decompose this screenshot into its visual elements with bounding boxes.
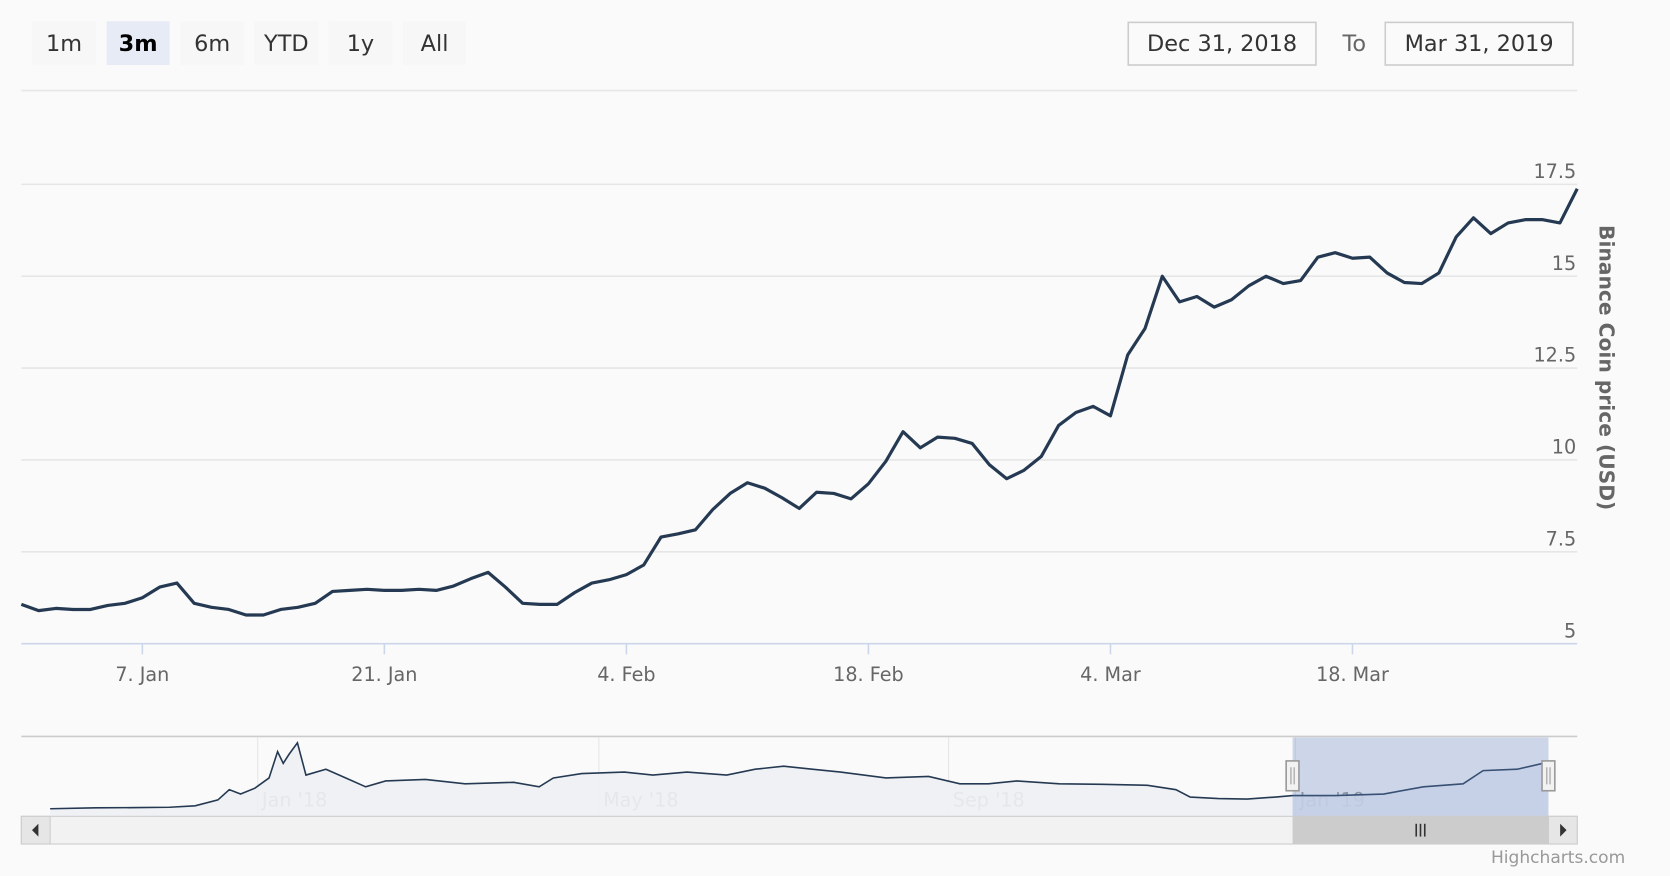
- x-tick-label: 4. Mar: [1080, 663, 1141, 686]
- range-button-label: 3m: [119, 31, 158, 57]
- y-axis-title: Binance Coin price (USD): [1595, 225, 1619, 510]
- y-tick-label: 7.5: [1546, 527, 1577, 550]
- range-button-label: 6m: [194, 31, 230, 57]
- arrow-left-icon: [31, 823, 39, 837]
- range-button-all[interactable]: All: [403, 21, 467, 66]
- y-tick-label: 12.5: [1533, 344, 1576, 367]
- range-button-6m[interactable]: 6m: [180, 21, 245, 66]
- range-button-ytd[interactable]: YTD: [253, 21, 319, 66]
- y-tick-label: 10: [1552, 436, 1576, 459]
- y-tick-label: 15: [1552, 252, 1576, 275]
- x-tick-label: 18. Mar: [1316, 663, 1389, 686]
- y-tick-label: 5: [1564, 619, 1576, 642]
- range-button-1m[interactable]: 1m: [31, 21, 96, 66]
- x-axis: 7. Jan 21. Jan 4. Feb 18. Feb 4. Mar 18. Mar: [115, 643, 1389, 686]
- x-tick-label: 18. Feb: [833, 663, 904, 686]
- from-date-value: Dec 31, 2018: [1147, 31, 1297, 57]
- navigator-selected-range[interactable]: [1292, 737, 1549, 817]
- scrollbar[interactable]: [20, 815, 1578, 845]
- range-button-label: 1m: [46, 31, 82, 57]
- scrollbar-thumb[interactable]: [1292, 816, 1549, 845]
- y-tick-label: 17.5: [1533, 160, 1576, 183]
- navigator-handle-left[interactable]: [1285, 760, 1300, 792]
- scroll-left-button[interactable]: [20, 815, 51, 845]
- range-button-3m[interactable]: 3m: [106, 21, 170, 66]
- range-button-label: YTD: [263, 31, 309, 57]
- x-tick-label: 7. Jan: [115, 663, 169, 686]
- range-selector: 1m 3m 6m YTD 1y All: [31, 21, 467, 66]
- arrow-right-icon: [1560, 823, 1567, 837]
- navigator-line: [50, 740, 1549, 810]
- x-tick-label: 4. Feb: [597, 663, 655, 686]
- to-date-input[interactable]: Mar 31, 2019: [1384, 21, 1574, 66]
- range-button-label: All: [421, 31, 449, 57]
- price-line: [20, 188, 1579, 617]
- to-label: To: [1342, 31, 1367, 57]
- navigator: Jan '18May '18Sep '18Jan '19: [21, 735, 1578, 817]
- navigator-handle-right[interactable]: [1541, 760, 1556, 792]
- y-axis: 5 7.5 10 12.5 15 17.5: [1533, 160, 1576, 642]
- credits-link[interactable]: Highcharts.com: [1491, 848, 1625, 868]
- scroll-right-button[interactable]: [1547, 815, 1578, 845]
- navigator-area: [50, 742, 1549, 817]
- range-button-1y[interactable]: 1y: [328, 21, 393, 66]
- x-tick-label: 21. Jan: [351, 663, 417, 686]
- to-date-value: Mar 31, 2019: [1405, 31, 1554, 57]
- range-button-label: 1y: [347, 31, 374, 57]
- y-grid: [21, 183, 1578, 553]
- from-date-input[interactable]: Dec 31, 2018: [1127, 21, 1317, 66]
